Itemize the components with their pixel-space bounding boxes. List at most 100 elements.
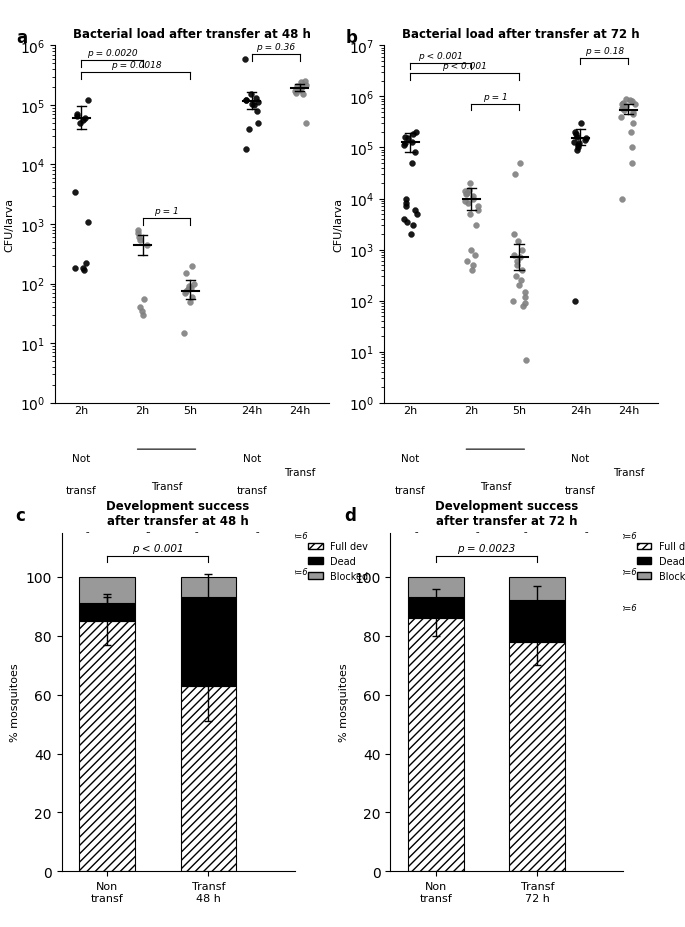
Point	[580, 133, 590, 148]
Title: Bacterial load after transfer at 72 h: Bacterial load after transfer at 72 h	[402, 28, 639, 41]
Text: n=6: n=6	[73, 567, 90, 577]
Point	[470, 248, 481, 262]
Point	[616, 110, 627, 125]
Point	[181, 285, 192, 299]
Y-axis label: CFU/larva: CFU/larva	[333, 197, 343, 252]
Text: p = 0.0018: p = 0.0018	[110, 60, 161, 70]
Text: p < 0.001: p < 0.001	[419, 52, 463, 61]
Point	[521, 353, 532, 368]
Point	[410, 146, 421, 160]
Bar	[408, 578, 464, 598]
Point	[508, 248, 519, 262]
Bar	[181, 598, 236, 686]
Point	[400, 131, 411, 146]
Point	[462, 186, 473, 201]
Text: Transf: Transf	[151, 482, 182, 491]
Point	[400, 197, 411, 211]
Point	[402, 215, 413, 230]
Point	[626, 141, 637, 156]
Point	[408, 128, 419, 143]
Point	[627, 95, 638, 109]
Bar	[510, 601, 565, 641]
Text: a: a	[16, 29, 27, 46]
Point	[400, 200, 411, 215]
Point	[251, 92, 262, 107]
Point	[253, 116, 264, 131]
Point	[243, 122, 254, 137]
Text: n=6: n=6	[401, 567, 419, 577]
Point	[467, 192, 478, 207]
Point	[619, 103, 630, 118]
Text: transf: transf	[565, 486, 596, 495]
Point	[516, 243, 527, 258]
Point	[79, 263, 90, 278]
Point	[240, 143, 251, 158]
Text: Transf: Transf	[284, 467, 315, 477]
Point	[252, 104, 263, 119]
Text: transf: transf	[236, 486, 267, 495]
Point	[508, 294, 519, 309]
Text: Not: Not	[73, 453, 90, 464]
Point	[295, 82, 306, 96]
Point	[180, 286, 191, 301]
Text: n=6: n=6	[290, 567, 308, 577]
Point	[70, 261, 81, 276]
Point	[186, 290, 197, 305]
Point	[514, 251, 525, 266]
Text: n=6: n=6	[73, 532, 90, 540]
Text: transf: transf	[395, 486, 425, 495]
Point	[180, 266, 191, 281]
Point	[133, 226, 144, 241]
Text: n=6: n=6	[619, 603, 637, 612]
Point	[520, 297, 531, 311]
Title: Bacterial load after transfer at 48 h: Bacterial load after transfer at 48 h	[73, 28, 311, 41]
Point	[573, 141, 584, 156]
Point	[401, 192, 412, 207]
Point	[291, 79, 302, 94]
Point	[465, 208, 476, 222]
Bar	[181, 686, 236, 871]
Text: n=6: n=6	[401, 603, 419, 612]
Bar	[408, 598, 464, 618]
Point	[573, 139, 584, 154]
Point	[298, 88, 309, 103]
Point	[71, 108, 82, 122]
Point	[630, 98, 640, 113]
Text: c: c	[15, 506, 25, 524]
Text: d: d	[344, 506, 356, 524]
Text: n=5: n=5	[134, 532, 151, 540]
Point	[240, 94, 251, 108]
Point	[79, 111, 90, 126]
Text: n=6: n=6	[572, 603, 589, 612]
Point	[290, 84, 301, 99]
Text: p = 0.36: p = 0.36	[256, 43, 295, 52]
Title: Development success
after transfer at 48 h: Development success after transfer at 48…	[106, 500, 250, 527]
Point	[473, 203, 484, 218]
Point	[461, 188, 472, 203]
Y-axis label: % mosquitoes: % mosquitoes	[10, 663, 20, 742]
Point	[77, 261, 88, 276]
Point	[133, 223, 144, 238]
Point	[510, 270, 521, 285]
Point	[297, 81, 308, 95]
Point	[465, 243, 476, 258]
Text: Transf: Transf	[479, 482, 511, 491]
Point	[519, 290, 530, 305]
Point	[240, 52, 251, 67]
Point	[514, 278, 525, 293]
Text: n=6: n=6	[572, 567, 589, 577]
Legend: Full dev, Dead, Blocked: Full dev, Dead, Blocked	[304, 538, 373, 585]
Point	[628, 108, 639, 122]
Point	[467, 190, 478, 205]
Point	[460, 184, 471, 199]
Point	[405, 227, 416, 242]
Point	[510, 168, 521, 183]
Text: Transf: Transf	[612, 467, 644, 477]
Point	[511, 254, 522, 269]
Point	[406, 157, 417, 171]
Point	[571, 128, 582, 143]
Point	[572, 131, 583, 146]
Point	[134, 300, 145, 315]
Point	[71, 109, 82, 124]
Point	[581, 132, 592, 146]
